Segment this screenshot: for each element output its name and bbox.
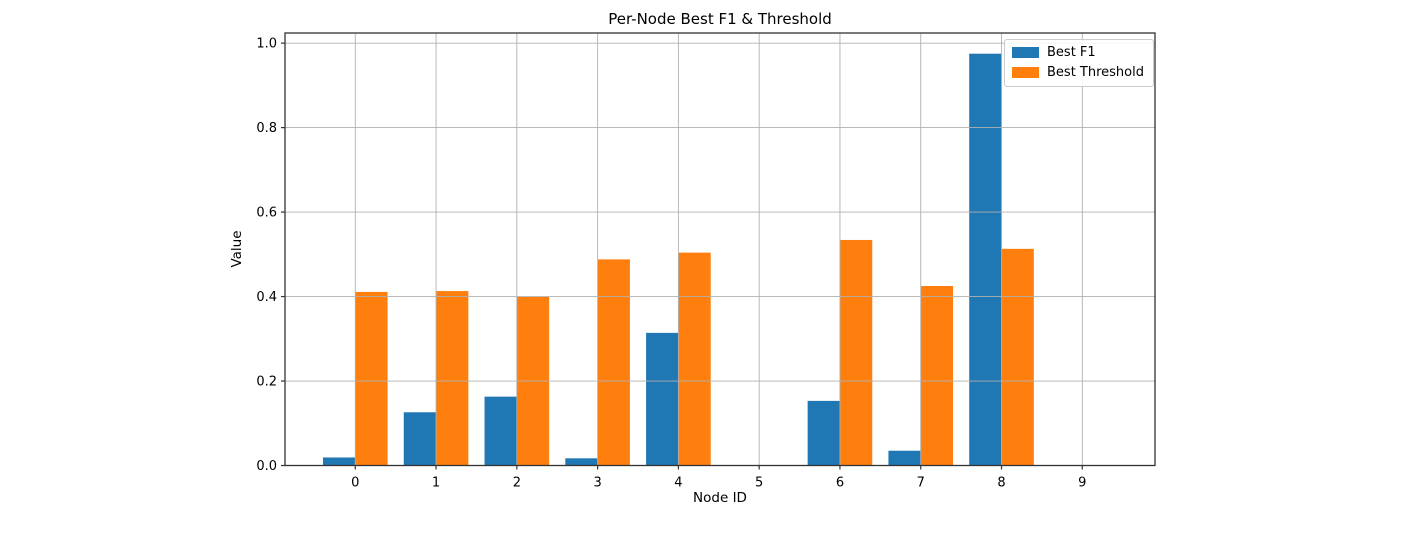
bar-best-threshold-node-3 <box>597 259 630 466</box>
bar-best-threshold-node-7 <box>920 286 954 466</box>
x-tick-label-0: 0 <box>351 476 359 491</box>
legend-label-best-f1: Best F1 <box>1047 45 1096 60</box>
x-tick-label-6: 6 <box>836 476 844 491</box>
chart-title: Per-Node Best F1 & Threshold <box>608 10 832 28</box>
bar-best-threshold-node-1 <box>436 291 469 466</box>
y-tick-label-0.2: 0.2 <box>256 375 277 390</box>
x-tick-label-3: 3 <box>593 476 601 491</box>
x-tick-label-5: 5 <box>755 476 763 491</box>
bar-best-f1-node-0 <box>322 457 356 466</box>
y-tick-label-1.0: 1.0 <box>256 37 277 52</box>
y-tick-label-0.8: 0.8 <box>256 121 277 136</box>
bar-best-threshold-node-8 <box>1001 248 1034 466</box>
bar-best-f1-node-1 <box>403 412 437 466</box>
y-tick-label-0.0: 0.0 <box>256 459 277 474</box>
bar-best-f1-node-8 <box>969 53 1002 466</box>
axes-spines <box>284 32 1156 467</box>
x-axis-label: Node ID <box>693 490 747 506</box>
bar-best-f1-node-6 <box>807 400 840 466</box>
x-tick-label-2: 2 <box>513 476 521 491</box>
x-tick-label-8: 8 <box>997 476 1005 491</box>
bar-best-threshold-node-6 <box>839 239 873 466</box>
x-tick-label-4: 4 <box>674 476 682 491</box>
bar-best-f1-node-3 <box>565 458 598 466</box>
legend-label-best-threshold: Best Threshold <box>1047 65 1144 80</box>
bar-best-threshold-node-4 <box>678 252 711 466</box>
legend-swatch-best-threshold <box>1012 67 1039 78</box>
legend-entry-best-f1: Best F1 <box>1012 45 1144 60</box>
x-tick-label-9: 9 <box>1078 476 1086 491</box>
x-tick-label-7: 7 <box>917 476 925 491</box>
y-tick-label-0.4: 0.4 <box>256 290 277 305</box>
y-tick-label-0.6: 0.6 <box>256 206 277 221</box>
legend-swatch-best-f1 <box>1012 47 1039 58</box>
bar-best-f1-node-2 <box>484 396 517 466</box>
bar-best-f1-node-4 <box>646 332 679 466</box>
legend: Best F1 Best Threshold <box>1004 39 1154 87</box>
x-tick-label-1: 1 <box>432 476 440 491</box>
bar-best-f1-node-7 <box>888 450 921 466</box>
legend-entry-best-threshold: Best Threshold <box>1012 65 1144 80</box>
bar-best-threshold-node-0 <box>355 291 388 466</box>
